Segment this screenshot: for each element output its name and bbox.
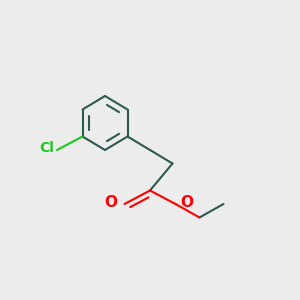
Text: O: O	[104, 195, 117, 210]
Text: Cl: Cl	[39, 142, 54, 155]
Text: O: O	[180, 195, 193, 210]
